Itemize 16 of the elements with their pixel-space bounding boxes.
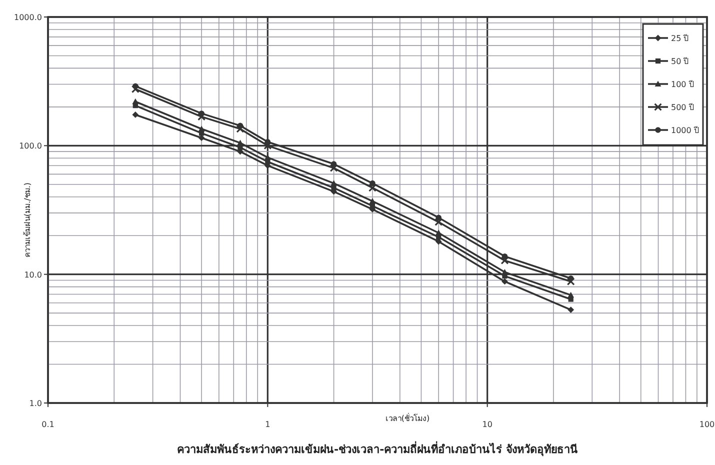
title: ความสัมพันธ์ระหว่างความเข้มฝน-ช่วงเวลา-ความถี่ฝนที่อำเภอบ้านไร่ จังหวัดอุทัยธานี [177, 443, 578, 456]
ylabel: ความเข้มฝน(มม./ชม.) [23, 182, 32, 258]
xtick: 0.1 [42, 420, 54, 429]
legend-label: 500 ปี [671, 103, 694, 112]
legend-label: 25 ปี [671, 34, 689, 43]
xtick: 10 [482, 420, 492, 429]
legend-label: 100 ปี [671, 80, 694, 89]
xtick: 1 [265, 420, 270, 429]
ytick: 1.0 [29, 399, 42, 408]
ytick: 100.0 [19, 142, 42, 151]
ytick: 10.0 [24, 270, 42, 280]
legend-label: 1000 ปี [671, 126, 699, 135]
ytick: 1000.0 [14, 13, 42, 22]
xtick: 100 [699, 420, 715, 429]
xlabel: เวลา(ชั่วโมง) [385, 414, 430, 423]
legend-label: 50 ปี [671, 57, 689, 66]
